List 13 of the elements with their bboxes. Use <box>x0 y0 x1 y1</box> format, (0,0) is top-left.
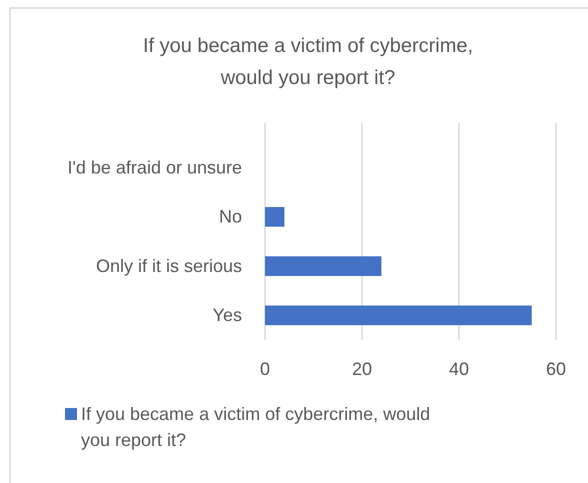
bar <box>265 207 284 227</box>
y-tick-label: No <box>218 206 242 227</box>
x-tick-label: 60 <box>546 358 566 379</box>
y-tick-label: Only if it is serious <box>96 256 242 276</box>
bar <box>265 256 382 276</box>
x-tick-label: 0 <box>260 358 270 379</box>
bar <box>265 306 532 326</box>
y-tick-label: I'd be afraid or unsure <box>67 157 242 178</box>
x-tick-label: 20 <box>352 358 372 379</box>
y-tick-label: Yes <box>212 305 242 326</box>
legend-label: If you became a victim of cybercrime, would you report it? <box>81 404 430 450</box>
x-tick-label: 40 <box>448 358 470 379</box>
chart-title: If you became a victim of cybercrime, would you report it? <box>142 35 474 89</box>
